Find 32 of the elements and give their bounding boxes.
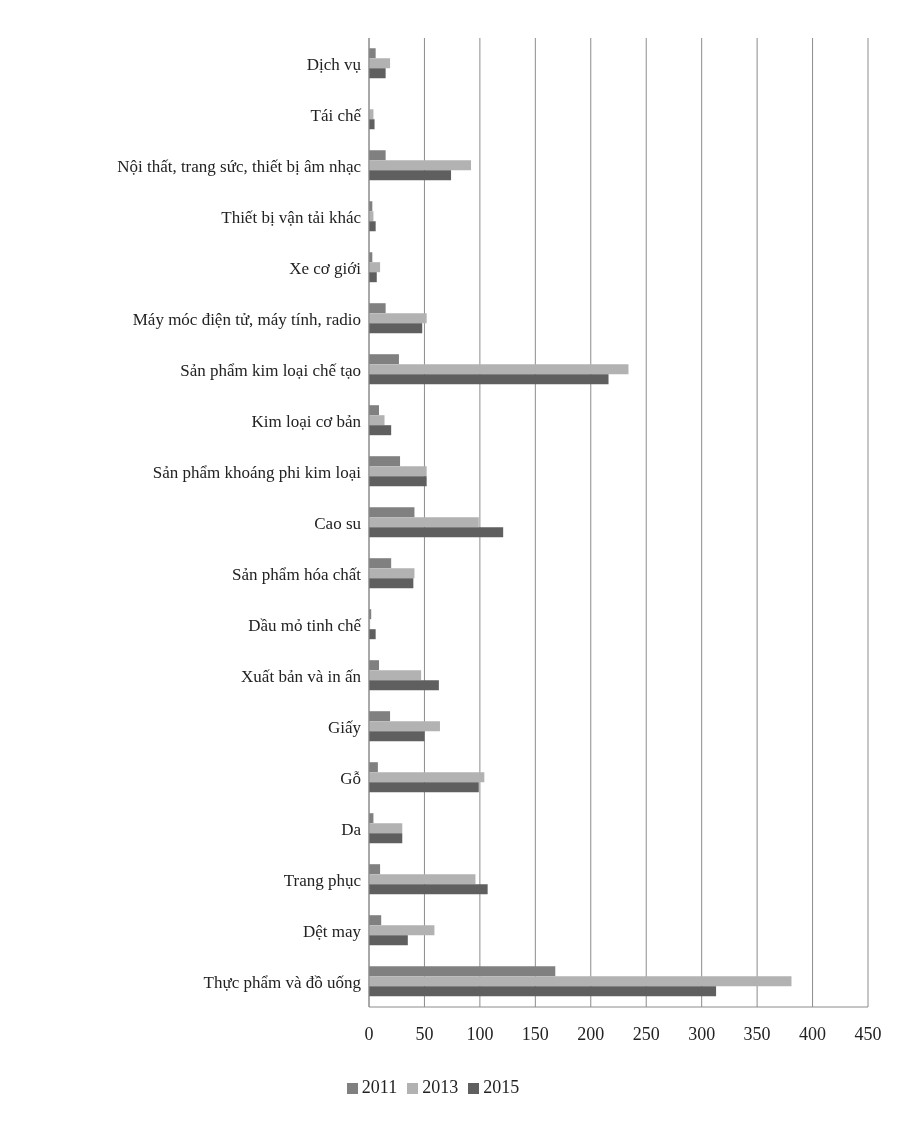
y-tick-label: Dệt may [302,921,362,941]
legend-label: 2015 [483,1077,520,1097]
x-tick-label: 150 [521,1023,549,1044]
y-tick-label: Thực phẩm và đồ uống [203,972,362,992]
y-tick-label: Dầu mỏ tinh chế [248,615,362,635]
legend-label: 2011 [361,1077,398,1097]
x-tick-label: 100 [466,1023,494,1044]
y-tick-label: Xe cơ giới [289,258,362,278]
x-tick-label: 0 [364,1023,374,1044]
x-tick-label: 300 [688,1023,716,1044]
y-tick-label: Máy móc điện tử, máy tính, radio [132,309,361,329]
x-tick-label: 200 [577,1023,605,1044]
y-tick-label: Gỗ [340,768,361,788]
y-tick-label: Dịch vụ [306,54,362,74]
y-tick-label: Sản phẩm khoáng phi kim loại [152,462,362,482]
y-tick-label: Xuất bản và in ấn [241,666,362,686]
x-tick-label: 450 [854,1023,882,1044]
y-tick-label: Thiết bị vận tải khác [221,207,362,227]
y-tick-label: Sản phẩm kim loại chế tạo [180,360,361,380]
y-tick-label: Tái chế [310,105,362,125]
x-tick-label: 250 [632,1023,660,1044]
y-tick-label: Giấy [327,717,362,737]
y-tick-label: Kim loại cơ bản [251,411,362,431]
legend-label: 2013 [422,1077,459,1097]
y-tick-label: Nội thất, trang sức, thiết bị âm nhạc [117,156,362,176]
x-tick-label: 350 [743,1023,771,1044]
y-tick-label: Sản phẩm hóa chất [232,564,362,584]
y-tick-label: Da [341,819,362,839]
x-tick-label: 400 [799,1023,827,1044]
y-tick-label: Trang phục [283,870,362,890]
y-tick-label: Cao su [314,513,362,533]
x-tick-label: 50 [415,1023,434,1044]
